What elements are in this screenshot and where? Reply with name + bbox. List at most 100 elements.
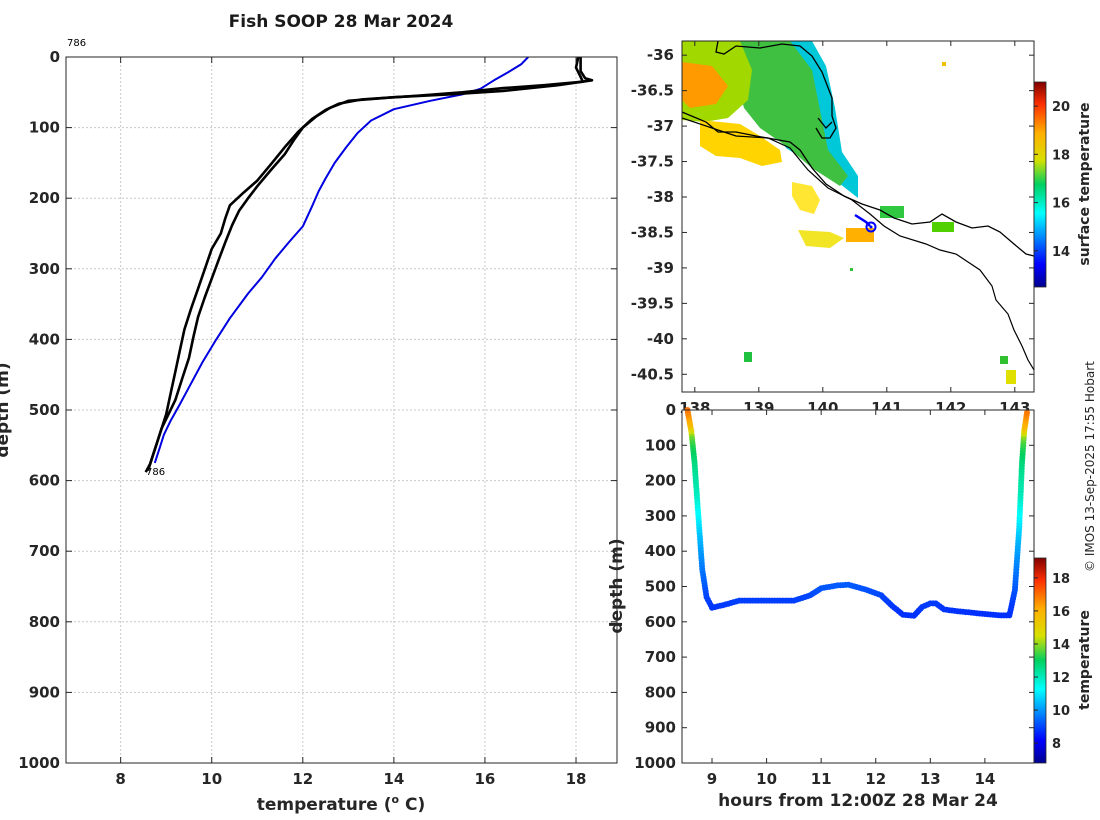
section-y-ticks: 0 100 200 300 400 500 600 700 800 900 1000 <box>634 401 1034 772</box>
map-colorbar-label: surface temperature <box>1077 102 1093 265</box>
section-y-tick-label: 700 <box>645 648 676 666</box>
map-colorbar <box>1033 81 1047 288</box>
map-y-tick-label: -36.5 <box>631 82 674 100</box>
sst-green-bit-2 <box>932 222 954 232</box>
profile-series-line <box>153 57 529 464</box>
coastline-bay <box>817 117 833 129</box>
sst-green-bit-3 <box>744 352 752 362</box>
section-y-tick-label: 900 <box>645 719 676 737</box>
section-x-tick-label: 9 <box>707 770 717 788</box>
profile-id-bottom: 786 <box>146 467 165 478</box>
profile-grid <box>66 57 617 763</box>
profile-y-tick-label: 800 <box>29 613 60 631</box>
section-colorbar-tick-label: 18 <box>1052 572 1070 587</box>
profile-y-tick-label: 1000 <box>18 754 60 772</box>
profile-y-tick-label: 200 <box>29 189 60 207</box>
coastline-north <box>715 41 837 139</box>
sst-yellow-shelf <box>792 182 820 214</box>
profile-id-top: 786 <box>67 38 86 49</box>
coastline-south <box>682 111 1034 257</box>
section-x-tick-label: 13 <box>920 770 941 788</box>
sst-orange-offshore <box>846 228 874 242</box>
map-panel: 138 139 140 141 142 143 -36-36.5-37-37.5-38-3… <box>631 40 1093 417</box>
section-y-tick-label: 300 <box>645 507 676 525</box>
sst-dot-1 <box>942 62 946 66</box>
profile-panel: 8 10 12 14 16 18 0 100 200 300 400 500 600 700 800 900… <box>0 38 618 815</box>
sst-green-bit-4 <box>1000 356 1008 364</box>
map-colorbar-tick-label: 16 <box>1052 197 1070 212</box>
profile-x-label: temperature (o C) <box>257 793 426 815</box>
map-y-tick-label: -40.5 <box>631 365 674 383</box>
map-colorbar-ticks: 14 16 18 20 <box>1034 100 1070 260</box>
profile-y-tick-label: 400 <box>29 330 60 348</box>
map-y-tick-label: -37 <box>647 117 674 135</box>
profile-series-line <box>144 57 585 473</box>
map-y-tick-label: -36 <box>647 46 674 64</box>
sst-dot-2 <box>850 268 853 271</box>
profile-y-tick-label: 600 <box>29 472 60 490</box>
section-colorbar-tick-label: 12 <box>1052 671 1070 686</box>
profile-x-ticks: 8 10 12 14 16 18 <box>115 57 586 788</box>
map-colorbar-tick-label: 14 <box>1052 245 1070 260</box>
section-colorbar <box>1033 557 1047 764</box>
sst-yellow-offshore <box>798 230 844 248</box>
map-colorbar-tick-label: 18 <box>1052 148 1070 163</box>
map-y-tick-label: -39 <box>647 259 674 277</box>
section-y-tick-label: 800 <box>645 683 676 701</box>
section-x-label: hours from 12:00Z 28 Mar 24 <box>718 791 998 811</box>
coastline <box>682 41 1034 371</box>
sst-yellow-bit-5 <box>1006 370 1016 384</box>
section-colorbar-label: temperature <box>1077 610 1093 710</box>
sst-orange-patch <box>682 62 728 108</box>
section-y-tick-label: 1000 <box>634 754 676 772</box>
map-y-tick-label: -38.5 <box>631 223 674 241</box>
map-y-ticks: -36 -36.5 -37 -37.5 -38 -38.5 -39 -39.5 -40 -40.5 <box>631 46 1034 383</box>
section-panel: 9 10 11 12 13 14 0 100 200 300 400 500 600 700 800 900… <box>607 401 1093 811</box>
profile-series-line <box>146 57 594 472</box>
shelf-edge <box>682 117 1034 371</box>
section-track-point <box>1024 409 1030 416</box>
profile-x-tick-label: 16 <box>475 770 496 788</box>
section-track <box>684 407 1030 619</box>
profile-x-tick-label: 12 <box>292 770 313 788</box>
profile-lines <box>144 57 594 473</box>
profile-y-tick-label: 300 <box>29 260 60 278</box>
section-colorbar-tick-label: 14 <box>1052 638 1070 653</box>
profile-x-tick-label: 18 <box>566 770 587 788</box>
section-y-tick-label: 200 <box>645 472 676 490</box>
section-y-label: depth (m) <box>607 538 627 633</box>
section-y-tick-label: 400 <box>645 542 676 560</box>
profile-y-tick-label: 100 <box>29 119 60 137</box>
section-y-tick-label: 500 <box>645 578 676 596</box>
credit-text: © IMOS 13-Sep-2025 17:55 Hobart <box>1083 361 1097 572</box>
map-y-tick-label: -40 <box>647 330 674 348</box>
profile-y-ticks: 0 100 200 300 400 500 600 700 800 900 1000 <box>18 48 617 772</box>
profile-y-label: depth (m) <box>0 362 13 457</box>
section-y-tick-label: 0 <box>666 401 676 419</box>
profile-y-tick-label: 500 <box>29 401 60 419</box>
profile-x-tick-label: 10 <box>201 770 222 788</box>
section-x-ticks: 9 10 11 12 13 14 <box>707 410 995 788</box>
ship-position-dot <box>869 225 873 229</box>
section-x-tick-label: 10 <box>756 770 777 788</box>
section-colorbar-tick-label: 8 <box>1052 737 1061 752</box>
profile-x-tick-label: 14 <box>383 770 404 788</box>
ship-track-line <box>854 213 871 227</box>
sst-green-core <box>735 41 848 186</box>
profile-x-tick-label: 8 <box>115 770 125 788</box>
section-y-tick-label: 100 <box>645 436 676 454</box>
section-colorbar-tick-label: 10 <box>1052 704 1070 719</box>
map-y-tick-label: -39.5 <box>631 294 674 312</box>
map-y-tick-label: -37.5 <box>631 153 674 171</box>
profile-y-tick-label: 0 <box>50 48 60 66</box>
profile-y-tick-label: 700 <box>29 542 60 560</box>
section-x-tick-label: 12 <box>865 770 886 788</box>
section-y-tick-label: 600 <box>645 613 676 631</box>
ship-position-marker <box>865 221 877 233</box>
map-y-tick-label: -38 <box>647 188 674 206</box>
profile-y-tick-label: 900 <box>29 683 60 701</box>
map-colorbar-tick-label: 20 <box>1052 100 1070 115</box>
sst-green-bit-1 <box>880 206 904 218</box>
figure-title: Fish SOOP 28 Mar 2024 <box>229 12 454 32</box>
